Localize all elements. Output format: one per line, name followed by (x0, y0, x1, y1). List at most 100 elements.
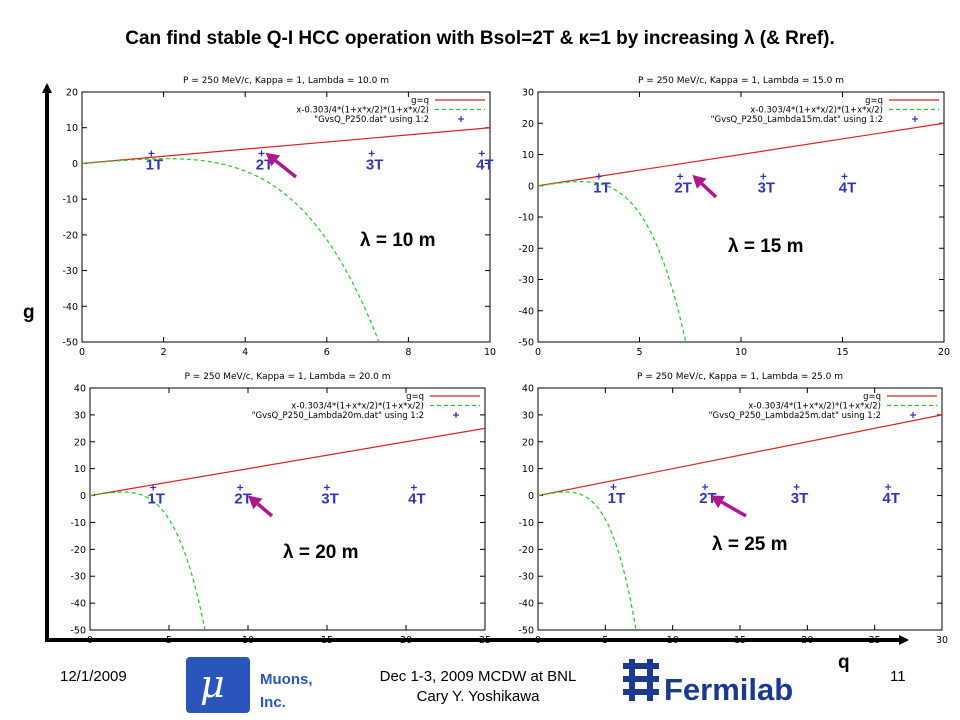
y-tick-label: -30 (518, 275, 534, 286)
muons-logo-line2: Inc. (260, 694, 286, 711)
y-tick-label: -20 (518, 545, 534, 556)
series-line-g-equals-q (538, 122, 944, 187)
y-tick-label: -30 (62, 266, 78, 277)
point-label-4T: 4T (476, 156, 494, 173)
y-tick-label: 20 (522, 437, 534, 448)
point-label-3T: 3T (321, 490, 339, 507)
plot-background (72, 372, 512, 642)
y-tick-label: -20 (70, 545, 86, 556)
lambda-label: λ = 10 m (360, 230, 436, 251)
series-line-g-equals-q (90, 427, 485, 497)
y-tick-label: 0 (528, 491, 534, 502)
legend-entry-3: "GvsQ_P250_Lambda25m.dat" using 1:2 (709, 411, 881, 421)
y-tick-label: 10 (74, 464, 86, 475)
legend-entry-2: x-0.303/4*(1+x*x/2)*(1+x*x/2) (750, 106, 883, 116)
point-label-3T: 3T (366, 156, 384, 173)
footer-page-number: 11 (890, 668, 906, 685)
y-tick-label: -50 (518, 626, 534, 637)
legend-entry-1: g=q (865, 96, 883, 106)
plot-data-area (538, 122, 944, 342)
fermilab-wordmark: Fermilab (664, 672, 793, 707)
series-curve-quartic (90, 491, 206, 630)
plot-panel-2: P = 250 MeV/c, Kappa = 1, Lambda = 15.0 … (518, 66, 958, 360)
y-tick-label: 10 (522, 464, 534, 475)
arrow-pointer-head (692, 174, 707, 189)
x-tick-label: 6 (324, 347, 330, 358)
plot-frame (537, 91, 945, 343)
point-label-2T: 2T (674, 179, 692, 196)
y-tick-label: 30 (522, 88, 534, 99)
legend-entry-2: x-0.303/4*(1+x*x/2)*(1+x*x/2) (291, 402, 424, 412)
plot-title: P = 250 MeV/c, Kappa = 1, Lambda = 25.0 … (637, 372, 843, 382)
x-tick-label: 0 (79, 347, 85, 358)
footer-event: Dec 1-3, 2009 MCDW at BNL (380, 668, 577, 685)
y-tick-label: -30 (518, 572, 534, 583)
muons-logo-box (186, 657, 250, 713)
series-line-g-equals-q (82, 127, 490, 165)
y-tick-label: 40 (522, 384, 534, 395)
plot-title: P = 250 MeV/c, Kappa = 1, Lambda = 20.0 … (185, 372, 391, 382)
point-label-1T: 1T (608, 490, 626, 507)
legend-entry-1: g=q (411, 96, 429, 106)
lambda-label: λ = 20 m (283, 542, 359, 563)
plot-frame (81, 91, 491, 343)
plot-panel-4: P = 250 MeV/c, Kappa = 1, Lambda = 25.0 … (518, 372, 958, 646)
legend-entry-3: "GvsQ_P250_Lambda15m.dat" using 1:2 (711, 115, 883, 125)
y-tick-label: -50 (62, 338, 78, 349)
y-tick-label: 0 (80, 491, 86, 502)
plot-data-area (82, 127, 490, 342)
arrow-pointer-shaft (720, 500, 747, 518)
plot-panels: P = 250 MeV/c, Kappa = 1, Lambda = 10.0 … (62, 66, 958, 646)
plot-title: P = 250 MeV/c, Kappa = 1, Lambda = 10.0 … (183, 76, 389, 86)
lambda-label: λ = 25 m (712, 534, 788, 555)
y-tick-label: -10 (518, 518, 534, 529)
arrow-pointer-head (710, 495, 726, 509)
y-tick-label: -10 (518, 213, 534, 224)
point-label-1T: 1T (146, 156, 164, 173)
y-tick-label: 30 (522, 410, 534, 421)
y-tick-label: 20 (66, 88, 78, 99)
y-tick-label: -40 (62, 302, 78, 313)
x-tick-label: 8 (405, 347, 411, 358)
arrow-pointer-shaft (700, 182, 718, 199)
slide-title: Can find stable Q-I HCC operation with B… (125, 28, 835, 49)
x-tick-label: 5 (636, 347, 642, 358)
plot-background (518, 66, 958, 360)
y-tick-label: 40 (74, 384, 86, 395)
y-tick-label: -50 (518, 338, 534, 349)
y-tick-label: 10 (522, 150, 534, 161)
x-tick-label: 4 (242, 347, 248, 358)
plot-title: P = 250 MeV/c, Kappa = 1, Lambda = 15.0 … (638, 76, 844, 86)
x-tick-label: 2 (161, 347, 167, 358)
plot-background (72, 72, 512, 368)
series-curve-quartic (538, 491, 637, 630)
plot-panel-3: P = 250 MeV/c, Kappa = 1, Lambda = 20.0 … (70, 372, 512, 646)
y-tick-label: 30 (74, 410, 86, 421)
outer-y-label: g (23, 302, 35, 323)
muons-logo-symbol: μ (200, 662, 225, 706)
x-tick-label: 10 (484, 347, 496, 358)
plot-panel-1: P = 250 MeV/c, Kappa = 1, Lambda = 10.0 … (62, 72, 512, 368)
x-tick-label: 20 (938, 347, 950, 358)
y-tick-label: -20 (62, 230, 78, 241)
y-tick-label: 10 (66, 123, 78, 134)
plot-frame (89, 387, 486, 631)
y-tick-label: -30 (70, 572, 86, 583)
point-label-4T: 4T (408, 490, 426, 507)
point-label-2T: 2T (234, 490, 252, 507)
point-label-4T: 4T (839, 179, 857, 196)
y-tick-label: 20 (74, 437, 86, 448)
y-tick-label: 0 (72, 159, 78, 170)
fermilab-mark-icon (623, 659, 659, 701)
x-tick-label: 30 (936, 635, 948, 646)
legend-entry-2: x-0.303/4*(1+x*x/2)*(1+x*x/2) (748, 402, 881, 412)
point-label-2T: 2T (256, 156, 274, 173)
y-tick-label: -50 (70, 626, 86, 637)
legend-entry-1: g=q (406, 392, 424, 402)
series-curve-quartic (82, 158, 380, 342)
point-label-1T: 1T (593, 179, 611, 196)
y-tick-label: 0 (528, 181, 534, 192)
legend-entry-3: "GvsQ_P250.dat" using 1:2 (314, 115, 429, 125)
point-label-2T: 2T (699, 490, 717, 507)
